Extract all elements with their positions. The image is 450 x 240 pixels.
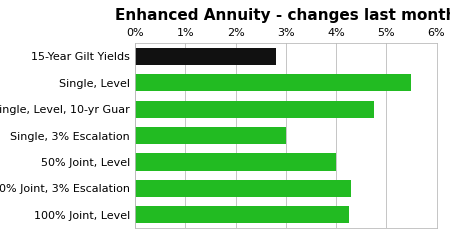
Bar [135, 180, 351, 197]
Bar [135, 48, 276, 65]
Title: Enhanced Annuity - changes last month: Enhanced Annuity - changes last month [115, 8, 450, 23]
Bar [135, 101, 374, 118]
Bar [135, 206, 349, 223]
Bar [135, 127, 286, 144]
Bar [135, 153, 336, 171]
Bar [135, 74, 411, 91]
